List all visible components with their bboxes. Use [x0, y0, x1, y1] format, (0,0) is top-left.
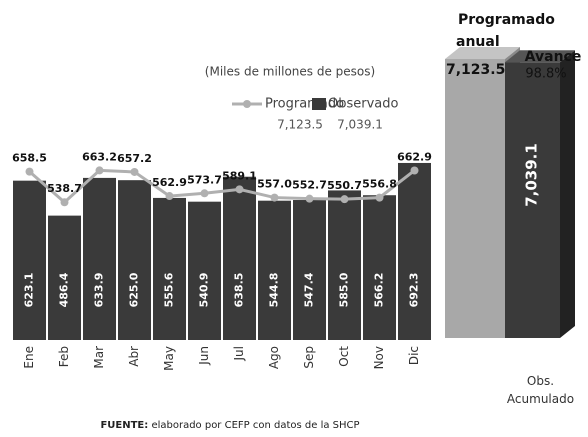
line-marker — [60, 198, 69, 207]
line-value-label: 589.1 — [222, 169, 257, 182]
subtitle: (Miles de millones de pesos) — [205, 65, 375, 79]
x-tick-label: Jul — [232, 346, 246, 361]
bar-value-label: 625.0 — [128, 272, 141, 307]
source-text: elaborado por CEFP con datos de la SHCP — [151, 420, 359, 431]
bar-value-label: 540.9 — [198, 273, 211, 308]
line-value-label: 550.7 — [327, 179, 362, 192]
x-tick-label-line: Acumulado — [507, 392, 574, 406]
line-marker — [200, 189, 209, 198]
line-marker — [340, 195, 349, 204]
bar — [398, 162, 431, 340]
bar — [48, 215, 81, 340]
bar — [13, 180, 46, 340]
x-tick-label: Dic — [407, 346, 421, 365]
x-tick-label: Ene — [22, 346, 36, 369]
line-marker — [375, 193, 384, 202]
bar-value-label: 7,039.1 — [523, 143, 541, 207]
line-marker — [235, 185, 244, 194]
annotation-value: 98.8% — [525, 67, 566, 82]
line-value-label: 557.0 — [257, 178, 292, 191]
x-tick-label: Mar — [92, 346, 106, 369]
bar — [118, 180, 151, 340]
panel-title: Programado anual — [456, 12, 555, 50]
bar-top — [445, 46, 520, 59]
x-tick-label-line: Obs. — [527, 374, 554, 388]
bar-value-label: 555.6 — [163, 272, 176, 307]
source-label: FUENTE: — [100, 420, 148, 431]
legend-swatch — [312, 98, 326, 110]
x-tick-label: May — [162, 346, 176, 371]
bar-side — [560, 50, 575, 339]
bar — [363, 195, 396, 340]
line-value-label: 552.7 — [292, 179, 327, 192]
panel-title-line: Programado — [458, 12, 555, 28]
bar — [445, 58, 505, 339]
bar-value-label: 633.9 — [93, 273, 106, 308]
line-value-label: 657.2 — [117, 152, 152, 165]
line-marker — [25, 167, 34, 176]
legend-label: Observado — [328, 97, 399, 112]
line — [28, 168, 416, 205]
x-tick-label: Nov — [372, 346, 386, 369]
bar — [328, 190, 361, 340]
bar — [83, 177, 116, 340]
bar — [505, 62, 560, 339]
x-tick-label: Ago — [267, 346, 281, 369]
line-value-label: 662.9 — [397, 150, 432, 163]
line-value-label: 562.9 — [152, 176, 187, 189]
x-tick-label: Sep — [302, 346, 316, 369]
legend-total: 7,039.1 — [337, 118, 383, 132]
line-marker — [165, 192, 174, 201]
legend-marker — [243, 100, 251, 108]
bar-top — [505, 50, 575, 63]
bar — [188, 201, 221, 340]
line-value-label: 573.7 — [187, 173, 222, 186]
bar-value-label: 486.4 — [58, 272, 71, 307]
bar-value-label: 692.3 — [408, 273, 421, 308]
line-marker — [410, 166, 419, 175]
bar-value-label: 7,123.5 — [446, 62, 505, 78]
bar-value-label: 547.4 — [303, 272, 316, 307]
bar — [223, 176, 256, 340]
line-value-label: 556.8 — [362, 178, 397, 191]
source: FUENTE: elaborado por CEFP con datos de … — [100, 420, 359, 431]
bar-value-label: 638.5 — [233, 273, 246, 308]
bar-value-label: 544.8 — [268, 273, 281, 308]
bar — [293, 200, 326, 340]
line-marker — [95, 166, 104, 175]
line-value-label: 663.2 — [82, 150, 117, 163]
bar-value-label: 623.1 — [23, 273, 36, 308]
line-value-label: 658.5 — [12, 152, 47, 165]
x-tick-label: Oct — [337, 346, 351, 367]
line-marker — [270, 193, 279, 202]
line-marker — [305, 194, 314, 203]
x-tick-label: Feb — [57, 346, 71, 367]
bar — [258, 200, 291, 340]
bar-value-label: 566.2 — [373, 273, 386, 308]
bar-value-label: 585.0 — [338, 272, 351, 307]
legend-total: 7,123.5 — [277, 118, 323, 132]
bar — [153, 197, 186, 340]
panel-title-line: anual — [456, 34, 500, 50]
annotation: Avance — [525, 49, 582, 65]
x-tick-label: Obs. Acumulado — [507, 374, 574, 406]
x-tick-label: Abr — [127, 346, 141, 367]
x-tick-label: Jun — [197, 346, 211, 366]
line-marker — [130, 167, 139, 176]
line-value-label: 538.7 — [47, 182, 82, 195]
